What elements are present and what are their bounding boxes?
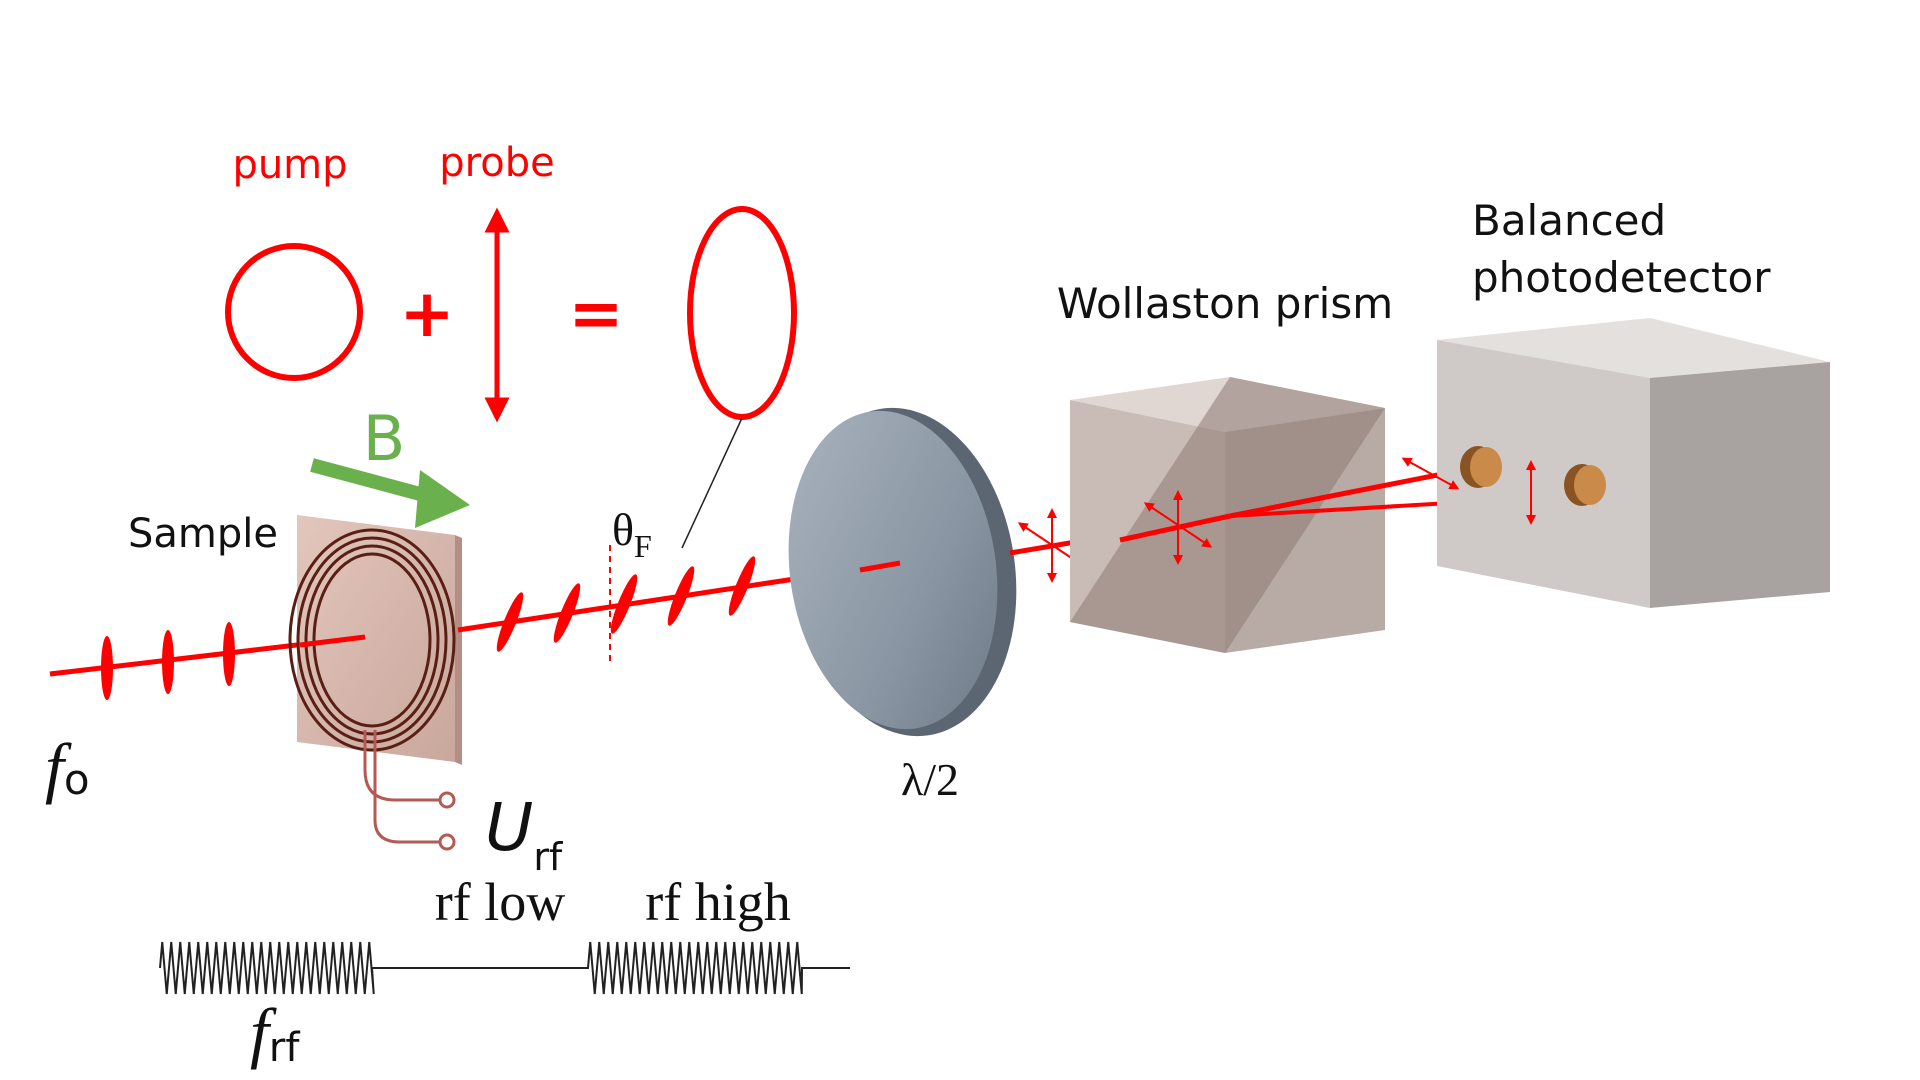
probe-label: probe bbox=[439, 140, 554, 186]
b-field-arrow-icon bbox=[310, 458, 470, 528]
pump-label: pump bbox=[232, 142, 347, 188]
plus-sign: + bbox=[399, 275, 454, 352]
ellipse-pointer-line bbox=[681, 417, 743, 549]
optical-frequency-label: fo bbox=[45, 729, 90, 805]
detector-label-line1: Balanced bbox=[1472, 196, 1666, 245]
circular-polarization-icon bbox=[225, 243, 363, 381]
photodiode-lower bbox=[1564, 464, 1606, 506]
polarization-cross-marker-2 bbox=[1143, 490, 1213, 565]
rf-low-label: rf low bbox=[435, 872, 565, 932]
rf-waveform bbox=[159, 941, 850, 995]
prism-label: Wollaston prism bbox=[1057, 279, 1393, 328]
waveplate-label: λ/2 bbox=[901, 754, 959, 805]
sample-block bbox=[297, 515, 462, 765]
equals-sign: = bbox=[568, 275, 623, 352]
rotated-pulses bbox=[496, 556, 756, 652]
coil-leads bbox=[363, 730, 456, 851]
sample-label: Sample bbox=[128, 511, 278, 557]
b-field-label: B bbox=[363, 402, 406, 475]
beam-through-sample bbox=[299, 634, 366, 648]
rf-frequency-label: frf bbox=[250, 994, 300, 1071]
photodiode-upper bbox=[1460, 446, 1502, 488]
polarization-arrow-upper bbox=[1401, 457, 1460, 490]
half-wave-plate bbox=[788, 407, 1017, 737]
input-pulses bbox=[101, 622, 235, 700]
detector-label-line2: photodetector bbox=[1472, 253, 1771, 302]
rf-voltage-label: Urf bbox=[485, 789, 564, 879]
rf-high-label: rf high bbox=[645, 872, 790, 932]
balanced-photodetector bbox=[1437, 318, 1830, 608]
faraday-angle-label: θF bbox=[612, 504, 652, 564]
rf-coil bbox=[288, 528, 456, 752]
beam-into-waveplate bbox=[859, 560, 901, 573]
ellipse-polarization-icon bbox=[687, 206, 797, 420]
